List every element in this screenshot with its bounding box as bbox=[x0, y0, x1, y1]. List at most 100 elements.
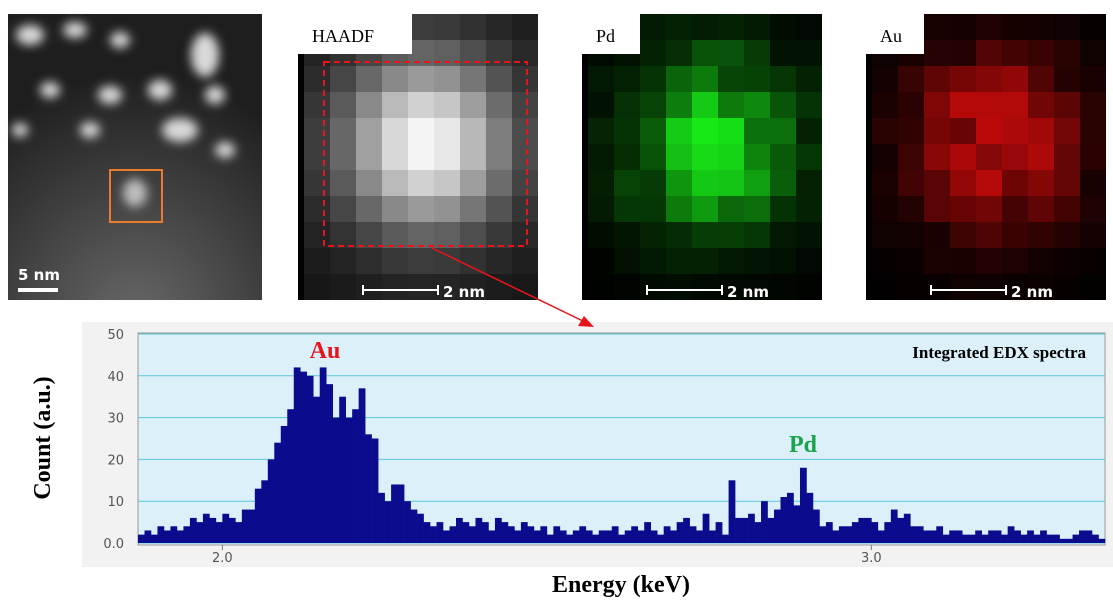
map-pixel bbox=[304, 144, 330, 170]
bar bbox=[786, 492, 794, 543]
map-pixel bbox=[1028, 14, 1054, 40]
y-tick-label: 50 bbox=[107, 328, 124, 343]
bar bbox=[494, 517, 502, 543]
map-pixel bbox=[512, 274, 538, 300]
map-pixel bbox=[460, 222, 486, 248]
map-pixel bbox=[460, 66, 486, 92]
map-pixel bbox=[1002, 248, 1028, 274]
map-pixel bbox=[512, 92, 538, 118]
map-pixel bbox=[512, 196, 538, 222]
map-pixel bbox=[1054, 40, 1080, 66]
map-pixel bbox=[588, 66, 614, 92]
map-pixel bbox=[692, 170, 718, 196]
bar bbox=[332, 417, 340, 543]
map-pixel bbox=[330, 144, 356, 170]
map-pixel bbox=[304, 66, 330, 92]
map-pixel bbox=[486, 196, 512, 222]
map-pixel bbox=[950, 14, 976, 40]
bar bbox=[345, 417, 353, 543]
element-maps: HAADF 2 nm Pd 2 nm Au 2 nm bbox=[298, 14, 1106, 301]
bar bbox=[352, 409, 359, 543]
bar bbox=[462, 522, 470, 543]
map-pixel bbox=[1028, 170, 1054, 196]
map-pixel bbox=[924, 92, 950, 118]
map-pixel bbox=[898, 92, 924, 118]
bar bbox=[274, 442, 282, 543]
map-pixel bbox=[304, 196, 330, 222]
map-pixel bbox=[950, 40, 976, 66]
map-pixel bbox=[460, 274, 486, 300]
bar bbox=[423, 522, 431, 543]
map-pixel bbox=[512, 118, 538, 144]
map-pixel bbox=[950, 274, 976, 300]
bar bbox=[163, 530, 171, 543]
bar bbox=[709, 530, 716, 543]
map-pixel bbox=[898, 274, 924, 300]
bar bbox=[631, 526, 639, 543]
bar bbox=[1001, 534, 1008, 543]
y-axis-label: Count (a.u.) bbox=[30, 376, 56, 499]
map-pixel bbox=[796, 144, 822, 170]
map-pixel bbox=[460, 118, 486, 144]
map-pixel bbox=[434, 14, 460, 40]
map-pixel bbox=[1080, 170, 1106, 196]
map-pixel bbox=[796, 196, 822, 222]
map-pixel bbox=[434, 144, 460, 170]
bar bbox=[468, 526, 476, 543]
map-pixel bbox=[460, 40, 486, 66]
map-pixel bbox=[640, 118, 666, 144]
map-pixel bbox=[304, 222, 330, 248]
bar bbox=[553, 526, 561, 543]
map-pixel bbox=[408, 144, 434, 170]
map-pixel bbox=[924, 66, 950, 92]
bar bbox=[1059, 538, 1067, 543]
map-pixel bbox=[898, 118, 924, 144]
map-pixel bbox=[718, 144, 744, 170]
bar bbox=[501, 522, 509, 543]
bar bbox=[579, 526, 587, 543]
bar bbox=[449, 526, 457, 543]
map-pixel bbox=[770, 92, 796, 118]
bar bbox=[825, 522, 833, 543]
bar bbox=[196, 522, 204, 543]
map-pixel bbox=[1028, 248, 1054, 274]
bar bbox=[138, 534, 145, 543]
bar bbox=[514, 530, 522, 543]
map-pixel bbox=[692, 222, 718, 248]
bar bbox=[838, 526, 846, 543]
bar bbox=[436, 522, 444, 543]
bar bbox=[832, 530, 840, 543]
bar bbox=[391, 484, 398, 543]
map-pixel bbox=[614, 170, 640, 196]
bar bbox=[994, 530, 1002, 543]
map-pixel bbox=[796, 66, 822, 92]
map-pixel bbox=[1080, 14, 1106, 40]
map-pixel bbox=[330, 66, 356, 92]
map-pixel bbox=[486, 66, 512, 92]
map-pixel bbox=[898, 196, 924, 222]
bar bbox=[326, 384, 333, 543]
label-box bbox=[298, 14, 412, 54]
map-pixel bbox=[898, 144, 924, 170]
bar bbox=[657, 534, 664, 543]
map-pixel bbox=[872, 274, 898, 300]
map-pixel bbox=[872, 222, 898, 248]
bar bbox=[949, 530, 957, 543]
bar bbox=[650, 530, 658, 543]
map-pixel bbox=[486, 14, 512, 40]
y-tick-label: 20 bbox=[107, 453, 124, 468]
map-pixel bbox=[382, 248, 408, 274]
x-tick-label: 2.0 bbox=[212, 551, 233, 566]
map-pixel bbox=[356, 248, 382, 274]
bar bbox=[774, 509, 781, 543]
map-pixel bbox=[872, 144, 898, 170]
bar bbox=[540, 526, 548, 543]
bar bbox=[293, 367, 301, 543]
map-pixel bbox=[486, 248, 512, 274]
map-pixel bbox=[330, 248, 356, 274]
map-pixel bbox=[512, 222, 538, 248]
bar bbox=[572, 530, 580, 543]
bar bbox=[618, 534, 626, 543]
map-pixel bbox=[950, 222, 976, 248]
map-pixel bbox=[460, 92, 486, 118]
